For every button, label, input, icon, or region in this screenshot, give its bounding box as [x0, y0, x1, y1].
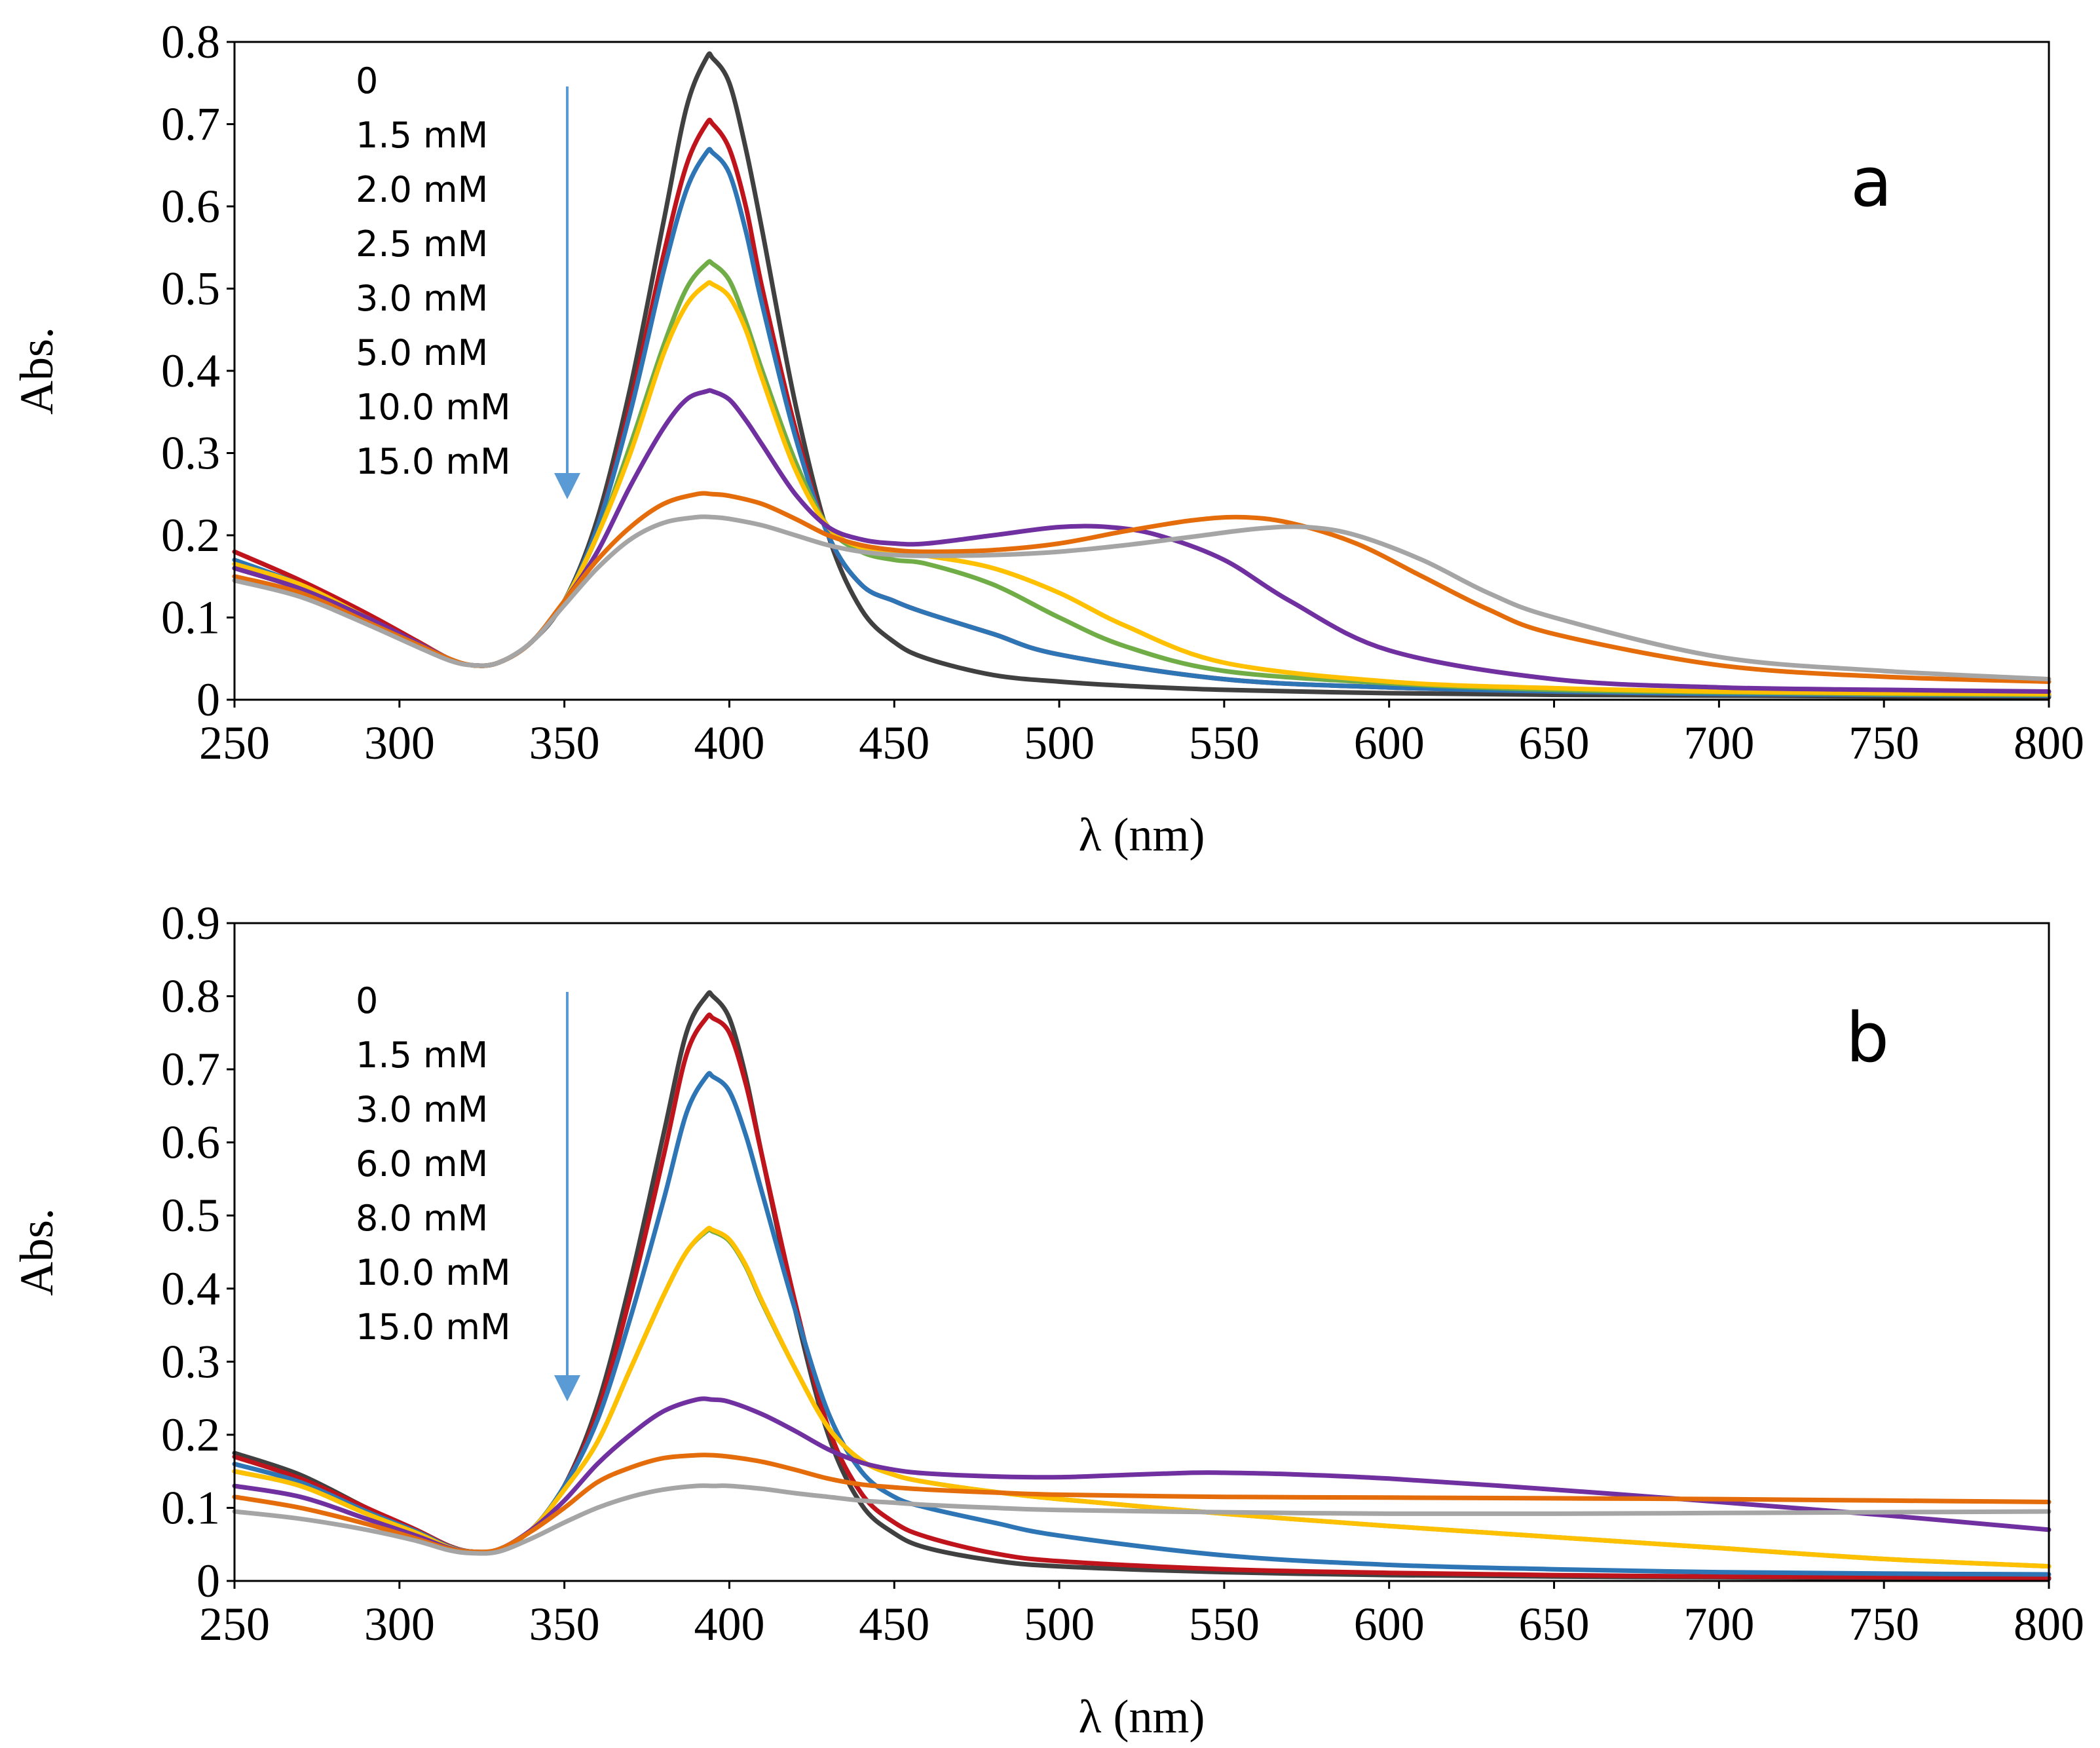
plot-frame-a	[233, 41, 2050, 701]
y-tick-label-a: 0	[197, 674, 220, 726]
y-tick-label-b: 0.7	[161, 1043, 220, 1095]
y-tick-label-b: 0.6	[161, 1116, 220, 1169]
x-tick-label-b: 250	[199, 1598, 270, 1650]
legend-label-a: 1.5 mM	[356, 115, 488, 156]
y-tick-label-b: 0.2	[161, 1409, 220, 1461]
x-tick-label-a: 650	[1519, 717, 1590, 769]
chart-panel-b: 0 0.1 0.2 0.3 0.4 0.5 0.6 0.7 0.8 0.9 250 300 350 400…	[10, 897, 2084, 1743]
x-tick-label-b: 550	[1189, 1598, 1260, 1650]
y-tick-label-a: 0.8	[161, 16, 220, 68]
x-tick-label-b: 600	[1354, 1598, 1425, 1650]
y-tick-label-b: 0.4	[161, 1263, 220, 1315]
x-axis-title-a: λ (nm)	[1079, 808, 1205, 861]
x-tick-label-a: 350	[529, 717, 600, 769]
x-tick-label-b: 450	[859, 1598, 929, 1650]
x-tick-label-b: 500	[1024, 1598, 1095, 1650]
plot-area-b: 0 0.1 0.2 0.3 0.4 0.5 0.6 0.7 0.8 0.9 250 300 350 400…	[161, 897, 2084, 1650]
x-tick-label-a: 450	[859, 717, 929, 769]
x-tick-label-b: 750	[1848, 1598, 1919, 1650]
x-tick-label-b: 350	[529, 1598, 600, 1650]
x-tick-label-a: 800	[2014, 717, 2084, 769]
series-line-a-7	[232, 514, 2052, 682]
x-tick-label-a: 250	[199, 717, 270, 769]
y-tick-label-a: 0.1	[161, 592, 220, 644]
y-tick-label-a: 0.2	[161, 509, 220, 561]
x-tick-label-a: 700	[1683, 717, 1754, 769]
y-tick-label-a: 0.3	[161, 427, 220, 480]
x-tick-label-b: 300	[364, 1598, 435, 1650]
y-tick-label-b: 0.3	[161, 1335, 220, 1388]
y-tick-label-a: 0.5	[161, 263, 220, 315]
y-tick-label-a: 0.7	[161, 98, 220, 151]
x-tick-label-b: 400	[694, 1598, 764, 1650]
series-line-a-4	[232, 280, 2052, 696]
x-tick-label-b: 800	[2014, 1598, 2084, 1650]
legend-label-b: 0	[356, 980, 378, 1021]
x-tick-label-a: 300	[364, 717, 435, 769]
y-tick-label-b: 0.9	[161, 897, 220, 949]
trend-arrow-head-a	[554, 473, 580, 499]
y-axis-title-a: Abs.	[10, 327, 63, 415]
x-tick-label-a: 400	[694, 717, 764, 769]
y-tick-label-b: 0.1	[161, 1481, 220, 1534]
plot-frame-b	[233, 922, 2050, 1582]
x-tick-label-a: 750	[1848, 717, 1919, 769]
series-line-b-7	[232, 1483, 2052, 1556]
series-line-b-6	[232, 1453, 2052, 1555]
legend-label-a: 2.0 mM	[356, 169, 488, 210]
y-axis-title-b: Abs.	[10, 1208, 63, 1296]
legend-label-b: 10.0 mM	[356, 1252, 511, 1293]
x-tick-label-a: 600	[1354, 717, 1425, 769]
legend-label-b: 15.0 mM	[356, 1306, 511, 1348]
legend-label-a: 0	[356, 60, 378, 102]
legend-label-b: 6.0 mM	[356, 1143, 488, 1185]
x-tick-label-b: 700	[1683, 1598, 1754, 1650]
y-tick-label-a: 0.6	[161, 180, 220, 233]
chart-panel-a: 0 0.1 0.2 0.3 0.4 0.5 0.6 0.7 0.8 250 300 350 400 450…	[10, 16, 2084, 861]
y-tick-label-b: 0	[197, 1555, 220, 1607]
y-tick-label-a: 0.4	[161, 345, 220, 397]
series-line-a-0	[232, 51, 2052, 700]
x-tick-label-a: 550	[1189, 717, 1260, 769]
x-tick-label-b: 650	[1519, 1598, 1590, 1650]
legend-label-a: 3.0 mM	[356, 278, 488, 319]
legend-label-b: 1.5 mM	[356, 1035, 488, 1076]
y-tick-label-b: 0.5	[161, 1189, 220, 1242]
legend-label-a: 2.5 mM	[356, 223, 488, 265]
legend-label-b: 8.0 mM	[356, 1198, 488, 1239]
legend-label-b: 3.0 mM	[356, 1089, 488, 1130]
plot-area-a: 0 0.1 0.2 0.3 0.4 0.5 0.6 0.7 0.8 250 300 350 400 450…	[161, 16, 2084, 769]
panel-label-a: a	[1850, 142, 1892, 222]
y-tick-label-b: 0.8	[161, 970, 220, 1023]
legend-label-a: 10.0 mM	[356, 387, 511, 428]
panel-label-b: b	[1846, 998, 1889, 1078]
series-line-b-1	[232, 1012, 2052, 1580]
legend-label-a: 5.0 mM	[356, 332, 488, 373]
trend-arrow-head-b	[554, 1375, 580, 1401]
legend-label-a: 15.0 mM	[356, 441, 511, 482]
x-tick-label-a: 500	[1024, 717, 1095, 769]
x-axis-title-b: λ (nm)	[1079, 1690, 1205, 1743]
series-line-b-5	[232, 1396, 2052, 1555]
